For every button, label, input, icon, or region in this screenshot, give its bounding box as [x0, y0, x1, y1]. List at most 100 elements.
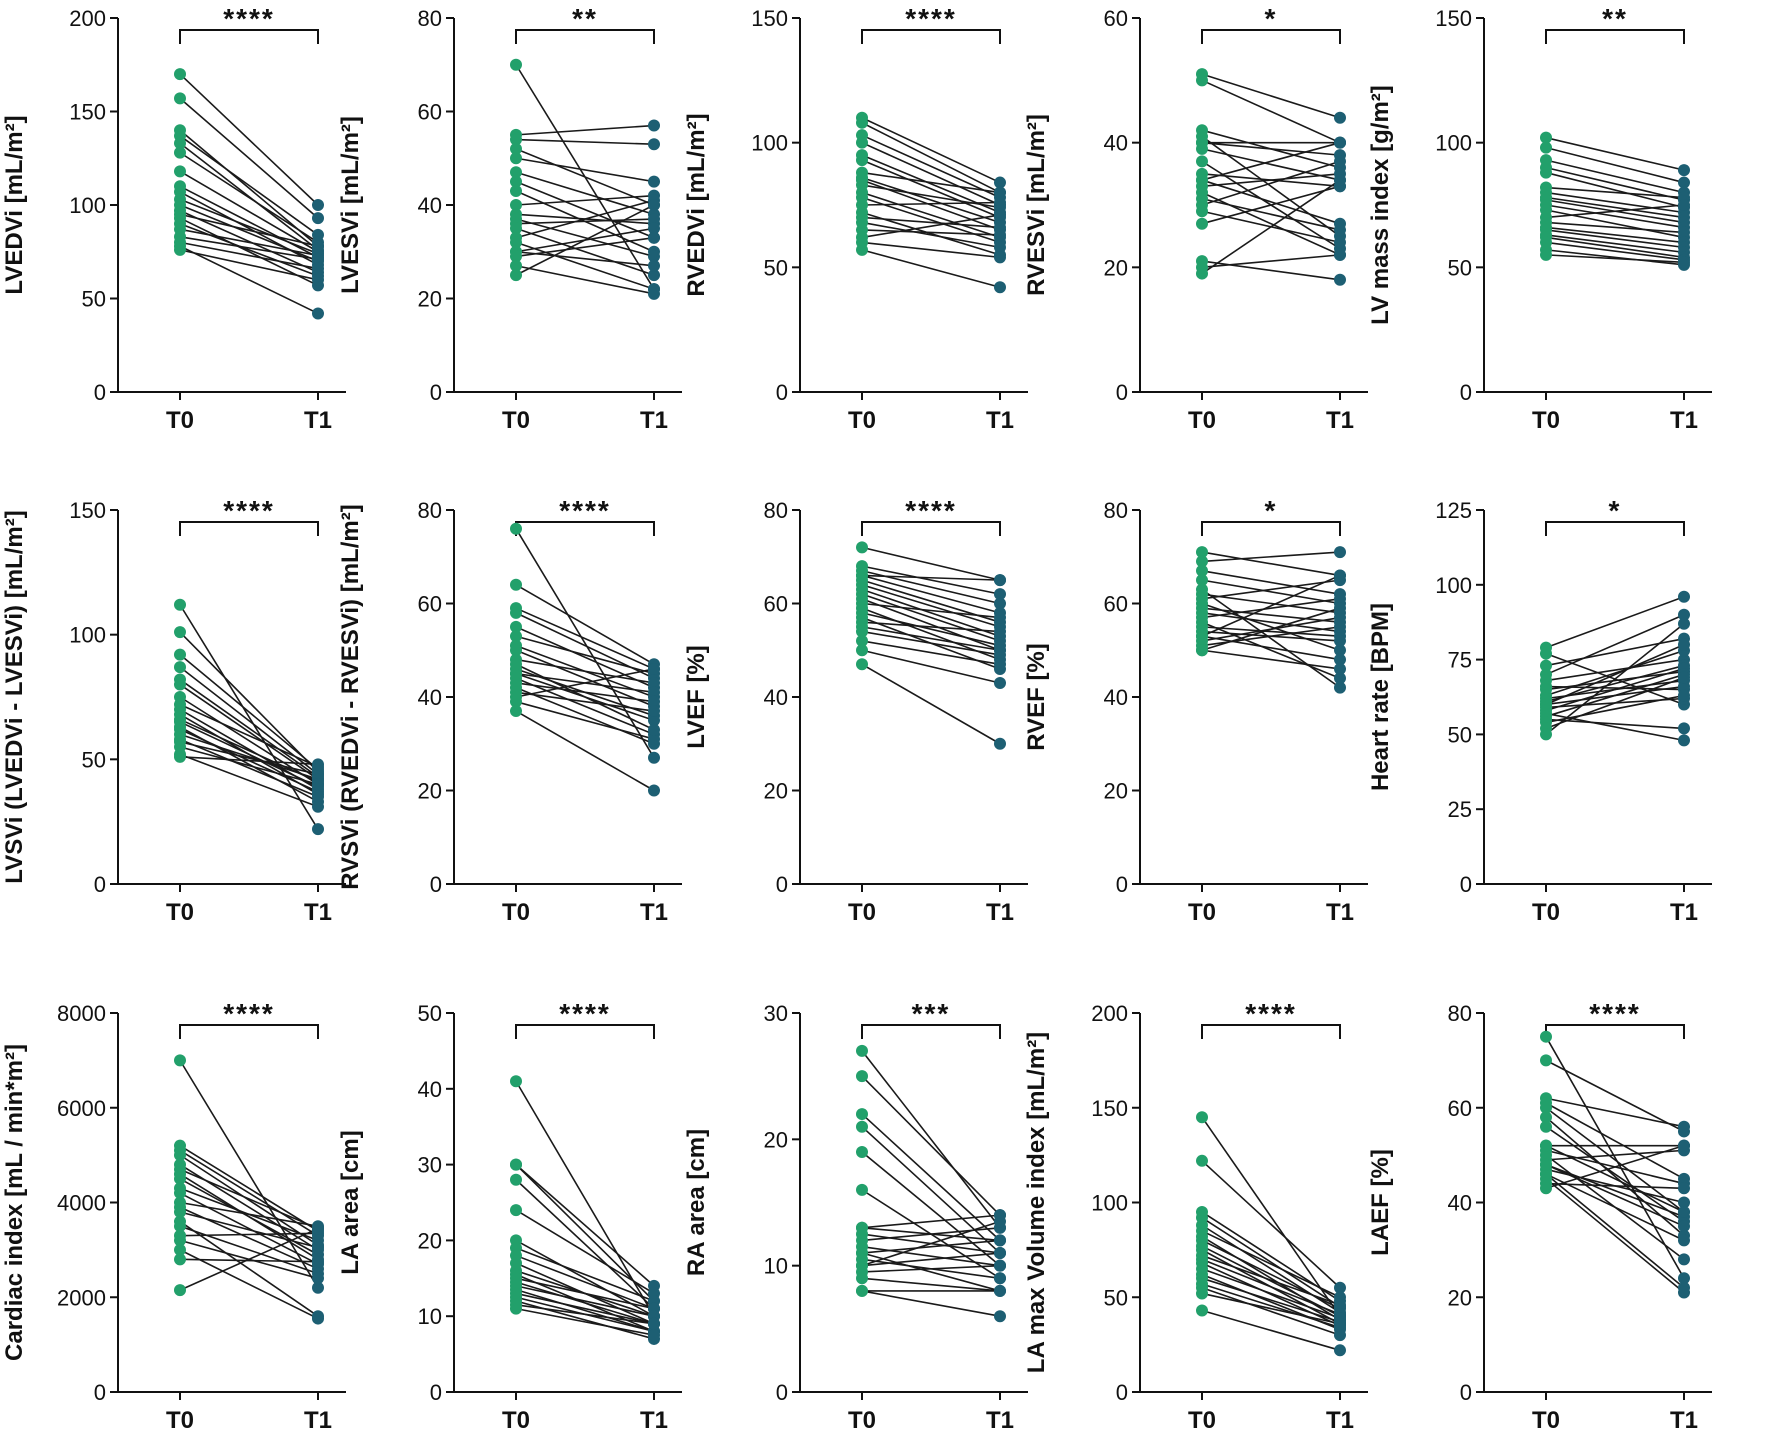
paired-line: [861, 1245, 1001, 1267]
paired-line: [515, 1179, 655, 1310]
point-t1: [1678, 638, 1690, 651]
paired-line: [1201, 73, 1341, 119]
paired-line: [1545, 1102, 1685, 1180]
point-t0: [510, 269, 522, 282]
point-t0: [1540, 1111, 1552, 1124]
paired-line: [861, 1113, 1001, 1241]
x-tick-label: T0: [166, 1407, 194, 1434]
paired-line: [515, 700, 655, 740]
y-tick-label: 0: [776, 872, 788, 897]
paired-line: [1201, 1277, 1341, 1323]
significance-bracket: [1545, 29, 1685, 44]
y-tick-label: 0: [430, 380, 442, 405]
paired-line: [861, 184, 1001, 209]
y-tick-label: 40: [418, 193, 442, 218]
y-axis-title: LAEF [%]: [1367, 1149, 1394, 1256]
paired-line: [1201, 197, 1341, 231]
y-tick-label: 0: [1460, 380, 1472, 405]
point-t0: [510, 142, 522, 155]
paired-line: [1201, 1235, 1341, 1321]
point-t1: [994, 676, 1006, 689]
y-tick-label: 200: [69, 6, 106, 31]
paired-line: [179, 151, 319, 244]
paired-line: [179, 1192, 319, 1265]
point-t0: [510, 644, 522, 657]
point-t1: [994, 737, 1006, 750]
point-t1: [994, 1284, 1006, 1297]
y-tick-label: 50: [1104, 1285, 1128, 1310]
point-t1: [648, 686, 660, 699]
paired-line: [179, 1232, 319, 1237]
paired-line: [179, 198, 319, 255]
paired-line: [1201, 551, 1341, 577]
x-tick-label: T0: [848, 1407, 876, 1434]
point-t0: [1540, 728, 1552, 741]
point-t1: [994, 251, 1006, 264]
y-axis-title: RVSVi (RVEDVi - RVESVi) [mL/m²]: [337, 504, 364, 889]
y-tick-label: 20: [1448, 1285, 1472, 1310]
paired-line: [179, 1059, 319, 1289]
paired-line: [179, 1249, 319, 1320]
point-t0: [510, 175, 522, 188]
paired-line: [861, 584, 1001, 628]
point-t1: [994, 588, 1006, 601]
paired-line: [1201, 179, 1341, 275]
point-t0: [174, 648, 186, 661]
paired-line: [1545, 171, 1685, 209]
paired-line: [1201, 185, 1341, 225]
paired-line: [515, 1164, 655, 1302]
point-t1: [1334, 634, 1346, 647]
point-t0: [510, 133, 522, 146]
paired-line: [1201, 551, 1341, 563]
point-t1: [648, 784, 660, 797]
point-t1: [1678, 734, 1690, 747]
point-t1: [1334, 155, 1346, 168]
paired-line: [179, 1201, 319, 1227]
y-axis-title: Cardiac index [mL / min*m²]: [1, 1044, 28, 1361]
paired-line: [1545, 1144, 1685, 1213]
chart-panel-9: 0 20 40 60 80 T0 T1 RVEF [%] *: [1023, 495, 1368, 926]
paired-line: [1545, 1036, 1685, 1279]
paired-line: [1545, 209, 1685, 239]
point-t1: [648, 138, 660, 151]
point-t1: [994, 574, 1006, 587]
x-tick-label: T0: [502, 1407, 530, 1434]
paired-line: [1201, 579, 1341, 605]
x-tick-label: T0: [1532, 407, 1560, 434]
paired-line: [515, 663, 655, 731]
paired-line: [515, 1163, 655, 1287]
y-tick-label: 100: [69, 623, 106, 648]
point-t0: [510, 250, 522, 263]
paired-line: [1545, 249, 1685, 266]
point-t0: [510, 166, 522, 179]
paired-line: [515, 148, 655, 206]
x-tick-label: T0: [1188, 407, 1216, 434]
y-tick-label: 0: [776, 1380, 788, 1405]
point-t0: [1196, 217, 1208, 230]
point-t1: [1334, 546, 1346, 559]
point-t0: [510, 1302, 522, 1315]
paired-line: [1201, 1283, 1341, 1329]
paired-line: [179, 696, 319, 785]
point-t1: [312, 1255, 324, 1268]
significance-bracket: [515, 29, 655, 44]
point-t0: [1196, 1287, 1208, 1300]
point-t0: [1540, 248, 1552, 261]
y-tick-label: 50: [1448, 722, 1472, 747]
chart-panel-12: 0 10 20 30 40 50 T0 T1 LA area [cm] ****: [337, 998, 682, 1434]
y-tick-label: 20: [1104, 779, 1128, 804]
y-tick-label: 0: [430, 872, 442, 897]
point-t1: [994, 228, 1006, 241]
x-tick-label: T1: [304, 1407, 332, 1434]
paired-line: [861, 141, 1001, 206]
paired-line: [1201, 173, 1341, 188]
paired-line: [861, 229, 1001, 236]
point-t1: [648, 676, 660, 689]
y-tick-label: 60: [1448, 1096, 1472, 1121]
y-tick-label: 10: [764, 1254, 788, 1279]
paired-line: [861, 191, 1001, 239]
paired-line: [861, 134, 1001, 199]
paired-line: [515, 1254, 655, 1310]
y-tick-label: 40: [1104, 685, 1128, 710]
point-t0: [510, 222, 522, 235]
